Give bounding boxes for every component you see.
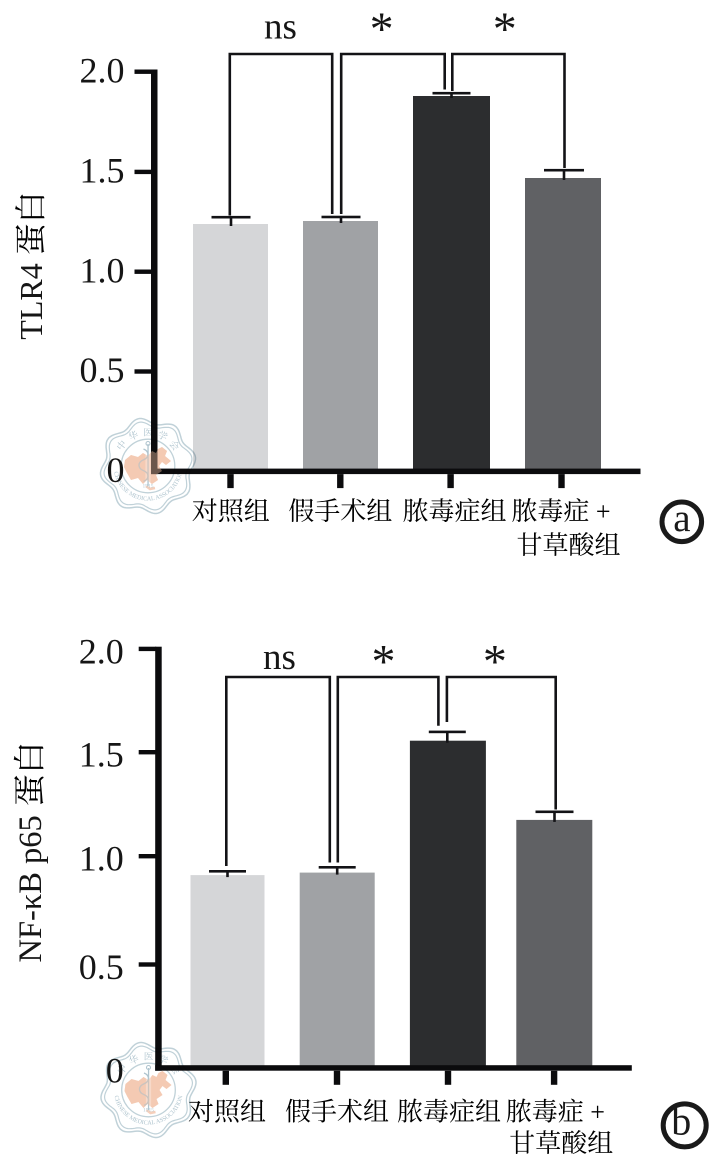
svg-text:0: 0 <box>107 450 125 490</box>
svg-text:2.0: 2.0 <box>79 631 124 671</box>
svg-text:0.5: 0.5 <box>79 947 124 987</box>
svg-text:*: * <box>493 3 517 56</box>
svg-text:*: * <box>370 3 394 56</box>
svg-text:1.0: 1.0 <box>80 250 125 290</box>
svg-text:1915: 1915 <box>143 484 154 490</box>
svg-text:NF-κB p65: NF-κB p65 <box>13 815 49 962</box>
svg-text:ns: ns <box>263 637 296 678</box>
svg-text:ns: ns <box>264 7 297 48</box>
svg-text:a: a <box>673 497 690 540</box>
svg-text:TLR4: TLR4 <box>13 263 49 339</box>
svg-text:*: * <box>372 636 396 689</box>
svg-text:+: + <box>590 1098 605 1127</box>
svg-text:*: * <box>483 636 507 689</box>
svg-text:1.5: 1.5 <box>80 151 125 191</box>
svg-text:b: b <box>671 1099 691 1144</box>
svg-text:1.5: 1.5 <box>79 735 124 775</box>
svg-text:0.5: 0.5 <box>80 350 125 390</box>
svg-text:1915: 1915 <box>143 1108 154 1114</box>
svg-text:2.0: 2.0 <box>80 50 125 90</box>
svg-text:1.0: 1.0 <box>79 839 124 879</box>
svg-text:+: + <box>596 497 611 526</box>
